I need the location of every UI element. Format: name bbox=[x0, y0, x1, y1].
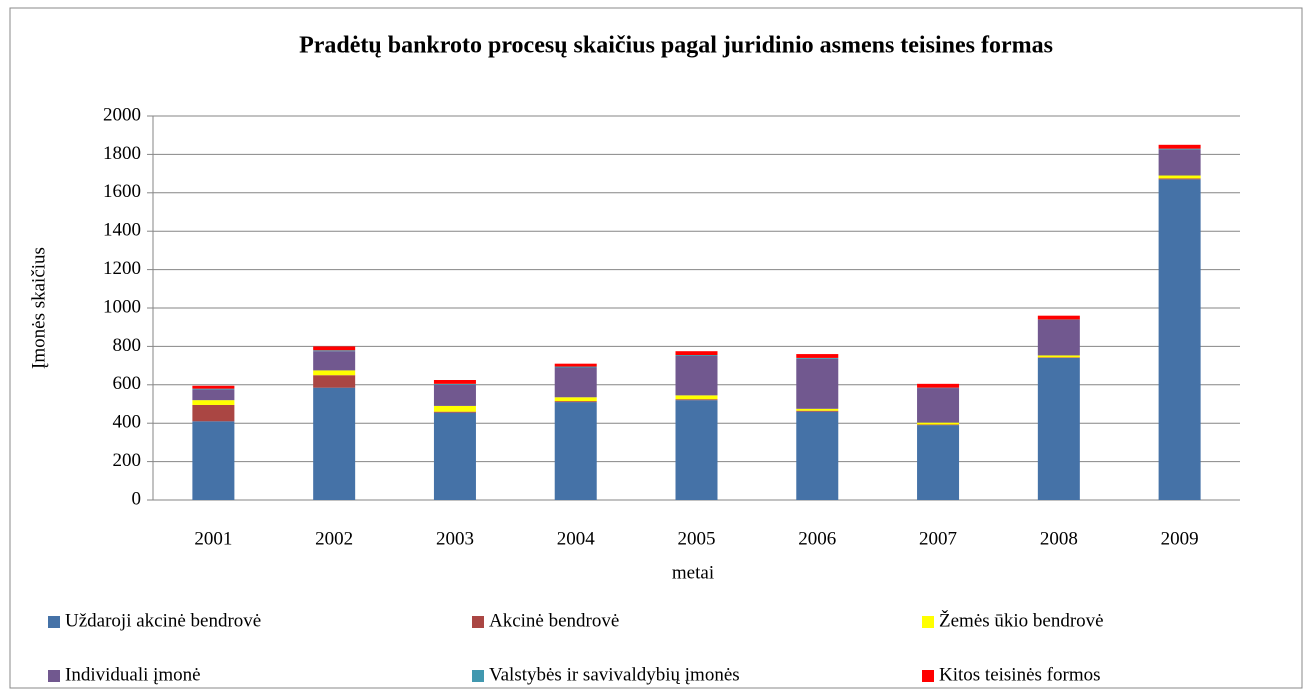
bar-segment bbox=[675, 356, 718, 396]
y-tick-label: 400 bbox=[113, 412, 142, 433]
y-tick-label: 600 bbox=[113, 373, 142, 394]
bar-segment bbox=[433, 412, 476, 500]
bar-segment bbox=[192, 385, 235, 389]
bar-segment bbox=[917, 422, 960, 425]
bar-segment bbox=[313, 346, 356, 351]
legend-label: Uždaroji akcinė bendrovė bbox=[65, 610, 261, 631]
bar-segment bbox=[192, 400, 235, 405]
bar-segment bbox=[433, 380, 476, 384]
x-tick-label: 2006 bbox=[798, 528, 836, 549]
bar-segment bbox=[554, 366, 597, 368]
bar-segment bbox=[554, 397, 597, 402]
bar-segment bbox=[796, 357, 839, 359]
legend-swatch bbox=[472, 670, 484, 682]
bar-segment bbox=[192, 404, 235, 422]
y-tick-label: 1600 bbox=[103, 181, 141, 202]
x-tick-label: 2005 bbox=[678, 528, 716, 549]
bar-segment bbox=[313, 375, 356, 388]
x-tick-label: 2007 bbox=[919, 528, 957, 549]
legend-label: Akcinė bendrovė bbox=[489, 610, 619, 631]
x-axis-label: metai bbox=[672, 562, 714, 583]
bar-segment bbox=[1158, 148, 1201, 150]
chart-border bbox=[9, 7, 1303, 689]
bar-segment bbox=[433, 405, 476, 412]
bar-segment bbox=[192, 388, 235, 390]
bar-segment bbox=[1158, 149, 1201, 176]
bar-segment bbox=[1037, 357, 1080, 500]
x-tick-label: 2008 bbox=[1040, 528, 1078, 549]
bar-segment bbox=[917, 424, 960, 426]
legend-label: Žemės ūkio bendrovė bbox=[939, 609, 1104, 631]
bar-segment bbox=[192, 389, 235, 401]
bar-segment bbox=[917, 383, 960, 388]
bar-segment bbox=[1158, 178, 1201, 180]
x-tick-label: 2004 bbox=[557, 528, 596, 549]
x-tick-label: 2009 bbox=[1161, 528, 1199, 549]
y-tick-label: 1800 bbox=[103, 143, 141, 164]
bar-segment bbox=[433, 383, 476, 385]
bar-segment bbox=[1158, 179, 1201, 501]
bar-segment bbox=[433, 384, 476, 406]
bar-segment bbox=[554, 402, 597, 500]
bar-segment bbox=[675, 395, 718, 400]
bar-segment bbox=[917, 425, 960, 500]
bar-segment bbox=[313, 351, 356, 371]
bar-segment bbox=[675, 351, 718, 356]
bar-segment bbox=[1158, 144, 1201, 149]
bar-segment bbox=[796, 410, 839, 412]
legend-label: Individuali įmonė bbox=[65, 664, 201, 685]
bar-segment bbox=[554, 367, 597, 398]
chart-title: Pradėtų bankroto procesų skaičius pagal … bbox=[299, 33, 1053, 59]
bar-segment bbox=[1037, 319, 1080, 356]
bar-segment bbox=[1158, 175, 1201, 179]
bar-segment bbox=[796, 411, 839, 500]
bar-segment bbox=[675, 399, 718, 401]
bar-segment bbox=[796, 358, 839, 409]
legend-swatch bbox=[922, 616, 934, 628]
y-tick-label: 200 bbox=[113, 450, 142, 471]
legend-swatch bbox=[48, 670, 60, 682]
y-tick-label: 1400 bbox=[103, 220, 141, 241]
legend-label: Kitos teisinės formos bbox=[939, 664, 1101, 685]
bar-segment bbox=[554, 363, 597, 367]
y-axis-label: Įmonės skaičius bbox=[28, 247, 49, 369]
bar-segment bbox=[675, 355, 718, 356]
y-tick-label: 2000 bbox=[103, 104, 141, 125]
x-tick-label: 2002 bbox=[315, 528, 353, 549]
bar-segment bbox=[675, 400, 718, 500]
legend-label: Valstybės ir savivaldybių įmonės bbox=[489, 664, 740, 685]
bar-segment bbox=[313, 387, 356, 500]
bar-segment bbox=[796, 408, 839, 411]
legend-swatch bbox=[48, 616, 60, 628]
bar-segment bbox=[313, 350, 356, 352]
x-tick-label: 2001 bbox=[194, 528, 232, 549]
bar-segment bbox=[796, 354, 839, 358]
y-tick-label: 800 bbox=[113, 335, 142, 356]
y-tick-label: 0 bbox=[132, 488, 142, 509]
x-tick-label: 2003 bbox=[436, 528, 474, 549]
bar-segment bbox=[1037, 355, 1080, 358]
bar-segment bbox=[1037, 357, 1080, 358]
bar-segment bbox=[313, 370, 356, 376]
bar-segment bbox=[433, 411, 476, 413]
y-tick-label: 1200 bbox=[103, 258, 141, 279]
bar-segment bbox=[917, 388, 960, 423]
legend-swatch bbox=[922, 670, 934, 682]
legend-swatch bbox=[472, 616, 484, 628]
bar-segment bbox=[1037, 315, 1080, 320]
bar-segment bbox=[554, 401, 597, 403]
bar-segment bbox=[192, 421, 235, 500]
y-tick-label: 1000 bbox=[103, 296, 141, 317]
